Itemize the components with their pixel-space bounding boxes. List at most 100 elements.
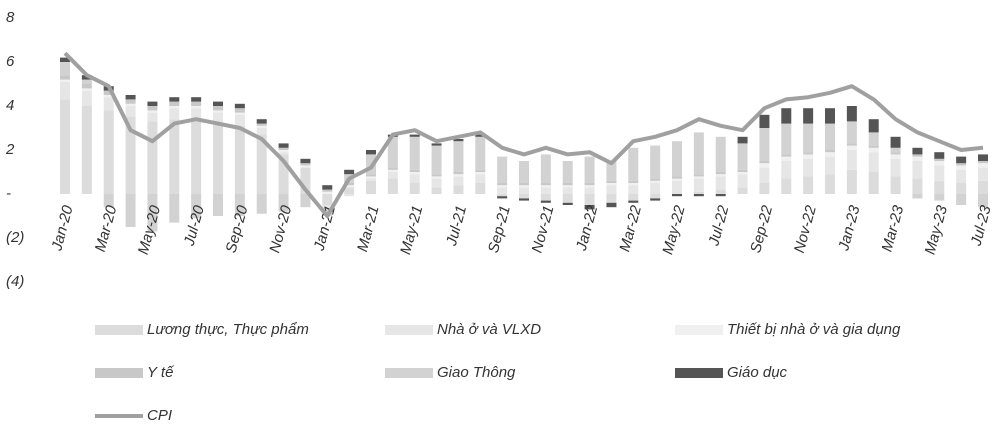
bar-segment <box>169 119 180 194</box>
bar-segment <box>344 169 355 175</box>
x-tick-label: Jul-21 <box>443 204 470 249</box>
bar-segment <box>606 161 617 181</box>
bar-segment <box>540 187 551 194</box>
bar-segment <box>169 108 180 120</box>
cpi-line <box>63 51 984 218</box>
bar-segment <box>825 123 835 150</box>
bar-segment <box>672 178 682 181</box>
bar-segment <box>715 176 726 190</box>
bar-segment <box>191 101 202 106</box>
x-tick-label: Mar-21 <box>354 204 383 254</box>
bar-segment <box>322 191 333 194</box>
bar-segment <box>781 156 792 161</box>
bar-segment <box>781 108 792 124</box>
bar-segment <box>409 183 420 194</box>
bar-segment <box>978 180 988 194</box>
bar-segment <box>715 194 726 197</box>
bar-segment <box>540 183 551 186</box>
bar-segment <box>278 147 289 150</box>
bar-segment <box>584 187 595 194</box>
bar-segment <box>81 84 92 89</box>
bar-segment <box>650 183 661 194</box>
bar-segment <box>387 136 398 168</box>
bar-segment <box>934 161 945 166</box>
x-tick-label: Jan-22 <box>573 203 602 253</box>
legend-label: CPI <box>147 407 172 424</box>
bar-segment <box>322 189 333 192</box>
x-tick-label: Sep-22 <box>747 203 776 255</box>
bar-segment <box>562 185 573 188</box>
bar-segment <box>606 180 617 183</box>
y-tick-label: 4 <box>6 97 14 114</box>
bar-segment <box>344 194 355 197</box>
bar-segment <box>322 185 333 190</box>
bar-segment <box>672 194 682 197</box>
x-tick-label: Mar-22 <box>616 203 645 254</box>
bar-segment <box>409 174 420 183</box>
bar-segment <box>912 147 923 155</box>
bar-segment <box>912 156 923 161</box>
bar-segment <box>234 112 245 115</box>
bar-segment <box>147 106 158 111</box>
bar-segment <box>650 198 661 201</box>
bar-segment <box>628 200 639 203</box>
bar-segment <box>562 187 573 194</box>
bar-segment <box>169 101 180 106</box>
bar-segment <box>715 136 726 172</box>
bar-segment <box>300 158 311 164</box>
bar-segment <box>256 123 267 126</box>
bar-segment <box>409 134 420 137</box>
bar-segment <box>737 187 748 194</box>
bar-segment <box>475 136 486 170</box>
bar-segment <box>606 194 617 203</box>
y-tick-label: 6 <box>6 53 15 70</box>
bar-segment <box>300 194 311 208</box>
x-tick-label: Jan-20 <box>48 203 77 253</box>
bar-segment <box>475 174 486 183</box>
bar-segment <box>934 158 945 161</box>
bar-segment <box>125 194 136 227</box>
bar-segment <box>409 172 420 175</box>
bar-segment <box>584 183 595 186</box>
bar-segment <box>300 165 311 168</box>
bar-segment <box>956 169 967 183</box>
bar-segment <box>650 145 661 179</box>
bar-segment <box>562 194 573 203</box>
y-tick-label: 8 <box>6 9 15 26</box>
bar-segment <box>978 167 988 181</box>
bar-segment <box>519 185 529 188</box>
bar-segment <box>519 198 529 201</box>
bar-segment <box>519 194 529 199</box>
bar-segment <box>868 147 879 153</box>
bar-segment <box>497 187 508 194</box>
bar-segment <box>300 163 311 166</box>
x-tick-label: Mar-23 <box>879 203 908 254</box>
bar-segment <box>803 158 814 177</box>
bar-segment <box>300 167 311 194</box>
bar-segment <box>475 169 486 172</box>
bar-segment <box>934 180 945 194</box>
bar-segment <box>497 185 508 188</box>
x-tick-label: Jul-22 <box>705 203 732 248</box>
bar-segment <box>912 161 923 179</box>
bar-segment <box>540 200 551 203</box>
x-tick-label: Nov-21 <box>529 204 558 255</box>
bar-segment <box>125 106 136 117</box>
bar-segment <box>431 187 442 194</box>
bar-segment <box>628 185 639 194</box>
bar-segment <box>125 103 136 106</box>
bar-segment <box>81 90 92 106</box>
bar-segment <box>147 194 158 232</box>
bar-segment <box>672 176 682 179</box>
bar-segment <box>781 154 792 157</box>
y-tick-label: (2) <box>6 229 24 246</box>
legend-swatch <box>385 368 433 378</box>
bar-segment <box>934 165 945 181</box>
y-tick-label: - <box>6 185 11 202</box>
bar-segment <box>60 79 70 82</box>
bar-segment <box>934 152 945 159</box>
bar-segment <box>606 183 617 186</box>
y-tick-label: (4) <box>6 273 24 290</box>
bar-segment <box>978 154 988 161</box>
bar-segment <box>366 150 376 155</box>
